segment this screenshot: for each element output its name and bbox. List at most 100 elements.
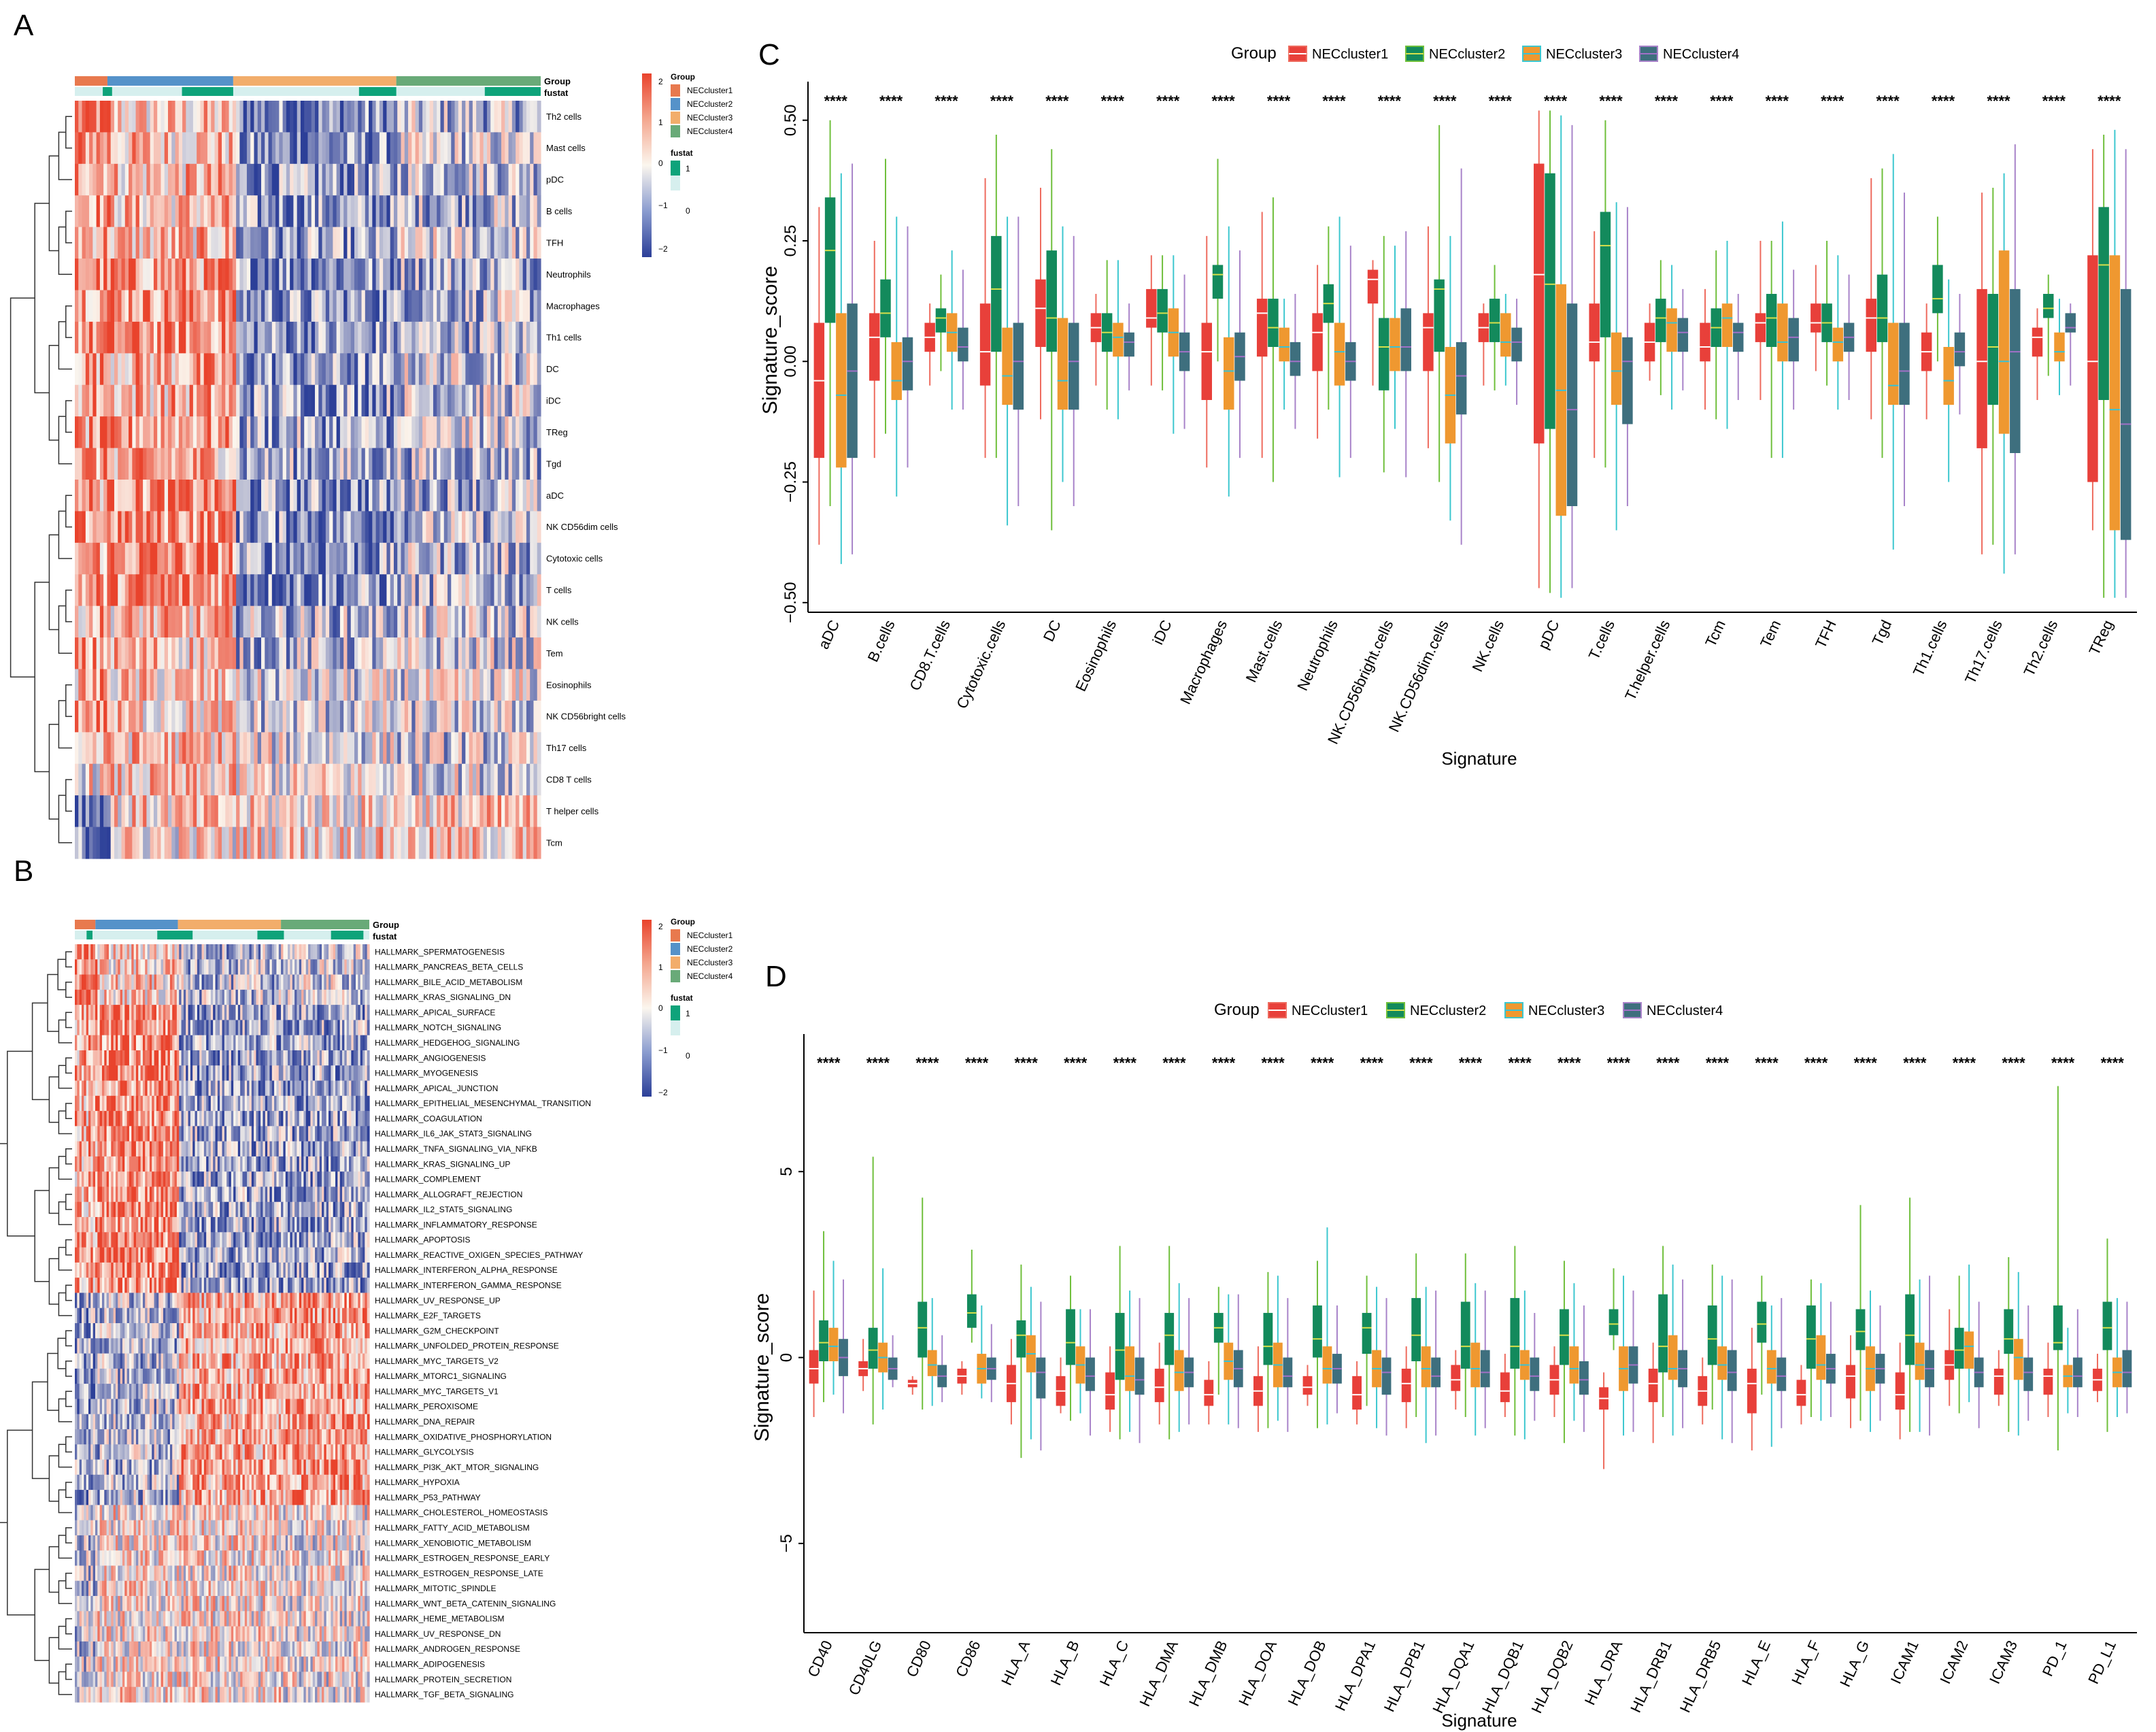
a-cell (526, 605, 530, 638)
b-cell (326, 1020, 329, 1036)
b-cell (247, 989, 250, 1005)
b-cell (190, 1126, 193, 1142)
b-cell (331, 1111, 334, 1127)
a-cell (408, 542, 412, 575)
b-cell (138, 1141, 141, 1157)
a-cell (379, 384, 384, 417)
a-cell (182, 101, 186, 133)
b-cell (256, 1065, 259, 1082)
b-cell (258, 1005, 261, 1020)
b-cell (363, 1126, 365, 1142)
b-cell (258, 1126, 261, 1142)
a-cell (257, 637, 262, 670)
b-cell (337, 959, 341, 976)
a-cell (129, 384, 133, 417)
a-cell (533, 163, 538, 196)
a-cell (318, 353, 323, 386)
a-cell (307, 321, 312, 354)
b-cell (147, 1095, 150, 1112)
b-cell (186, 1095, 189, 1112)
a-cell (229, 101, 233, 133)
b-cell (297, 944, 300, 960)
b-cell (120, 1065, 123, 1082)
a-cell (182, 384, 186, 417)
a-cell (429, 732, 434, 765)
a-cell (171, 163, 176, 196)
a-cell (372, 163, 377, 196)
b-dendrogram-branch (48, 1167, 59, 1214)
a-cell (429, 763, 434, 796)
b-cell (167, 944, 171, 960)
a-cell (182, 700, 186, 733)
b-cell (344, 1035, 348, 1051)
b-cell (120, 1020, 123, 1036)
a-cell (318, 763, 323, 796)
b-cell (158, 1020, 162, 1036)
a-cell (225, 353, 230, 386)
a-cell (135, 163, 140, 196)
a-cell (200, 542, 205, 575)
a-cell (516, 353, 520, 386)
a-cell (458, 542, 462, 575)
a-cell (297, 321, 301, 354)
b-cell (237, 974, 241, 990)
heatmap-a-fustat-label: fustat (544, 88, 569, 98)
b-cell (156, 1065, 159, 1082)
b-cell (192, 974, 196, 990)
a-cell (300, 795, 305, 828)
a-cell (189, 353, 194, 386)
b-cell (367, 944, 370, 960)
b-cell (324, 1126, 327, 1142)
b-cell (215, 1111, 218, 1127)
a-cell (99, 637, 104, 670)
a-cell (261, 669, 265, 701)
a-cell (225, 132, 230, 165)
a-cell (315, 574, 319, 607)
a-cell (490, 290, 495, 322)
a-cell (318, 511, 323, 544)
a-cell (293, 511, 298, 544)
b-cell (210, 1126, 214, 1142)
a-cell (225, 574, 230, 607)
a-cell (315, 480, 319, 512)
a-cell (479, 384, 484, 417)
b-cell (254, 989, 257, 1005)
b-cell (101, 1020, 105, 1036)
a-cell (365, 542, 369, 575)
a-cell (462, 669, 466, 701)
a-cell (161, 259, 165, 291)
a-cell (361, 321, 366, 354)
b-cell (122, 989, 125, 1005)
b-cell (113, 1080, 116, 1097)
a-cell (265, 321, 269, 354)
a-cell (232, 259, 237, 291)
b-cell (317, 974, 320, 990)
b-cell (235, 1065, 239, 1082)
a-cell (200, 763, 205, 796)
b-cell (344, 944, 348, 960)
b-cell (344, 1065, 348, 1082)
b-cell (346, 1126, 350, 1142)
a-cell (297, 384, 301, 417)
b-cell (254, 1065, 257, 1082)
b-dendrogram-branch (48, 1637, 59, 1684)
b-cell (322, 974, 324, 990)
a-cell (458, 448, 462, 480)
b-cell (129, 1080, 132, 1097)
b-cell (217, 1005, 220, 1020)
a-cell (476, 732, 481, 765)
b-cell (183, 1126, 186, 1142)
b-cell (256, 1050, 259, 1066)
a-cell (443, 700, 448, 733)
a-cell (207, 795, 212, 828)
b-cell (145, 959, 148, 976)
a-cell (358, 795, 363, 828)
a-cell (526, 416, 530, 449)
b-cell (152, 1005, 155, 1020)
b-cell (305, 1080, 309, 1097)
a-cell (265, 416, 269, 449)
b-cell (147, 1035, 150, 1051)
b-cell (135, 1111, 139, 1127)
a-cell (257, 227, 262, 259)
a-cell (315, 132, 319, 165)
